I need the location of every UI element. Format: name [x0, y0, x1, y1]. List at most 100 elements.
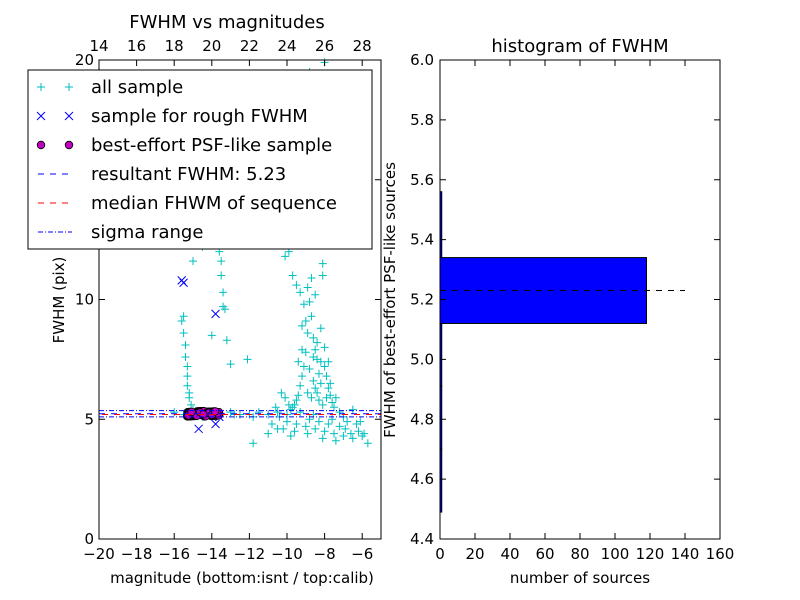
right-y-tick-label: 5.0 [410, 350, 434, 368]
right-x-tick-label: 20 [465, 545, 484, 563]
left-x-tick-label: −14 [196, 545, 228, 563]
all-sample-point [264, 429, 273, 438]
all-sample-point [286, 432, 295, 441]
left-y-tick-label: 20 [75, 51, 94, 69]
all-sample-point [217, 257, 226, 266]
legend-label: best-effort PSF-like sample [91, 135, 332, 156]
all-sample-point [305, 297, 314, 306]
all-sample-point [346, 429, 355, 438]
all-sample-point [314, 417, 323, 426]
psf-sample-point [210, 407, 220, 416]
right-x-tick-label: 100 [601, 545, 630, 563]
all-sample-point [284, 400, 293, 409]
all-sample-point [281, 252, 290, 261]
all-sample-point [348, 434, 357, 443]
right-x-tick-label: 0 [435, 545, 445, 563]
all-sample-point [219, 288, 228, 297]
right-y-tick-label: 5.4 [410, 231, 434, 249]
all-sample-point [301, 317, 310, 326]
all-sample-point [298, 372, 307, 381]
all-sample-point [314, 369, 323, 378]
all-sample-point [294, 357, 303, 366]
right-x-tick-label: 40 [500, 545, 519, 563]
left-y-tick-label: 0 [84, 530, 94, 548]
right-y-tick-label: 4.4 [410, 530, 434, 548]
all-sample-point [330, 403, 338, 412]
right-y-tick-label: 5.6 [410, 171, 434, 189]
all-sample-point [179, 329, 188, 338]
rough-sample-point [211, 419, 220, 429]
all-sample-point [222, 336, 231, 345]
left-top-tick-label: 16 [127, 37, 146, 55]
all-sample-point [292, 396, 301, 405]
all-sample-point [324, 357, 333, 366]
all-sample-point [331, 393, 340, 402]
all-sample-point [207, 331, 216, 340]
left-x-tick-label: −6 [351, 545, 373, 563]
all-sample-point [303, 283, 312, 292]
all-sample-point [307, 312, 316, 321]
right-y-tick-label: 6.0 [410, 51, 434, 69]
right-x-tick-label: 80 [570, 545, 589, 563]
all-sample-point [303, 429, 312, 438]
all-sample-point [320, 362, 329, 371]
all-sample-point [303, 329, 312, 338]
all-sample-point [298, 321, 307, 330]
all-sample-point [318, 434, 327, 443]
all-sample-point [296, 288, 305, 297]
all-sample-point [303, 388, 312, 397]
all-sample-point [311, 384, 320, 393]
left-y-axis-label: FWHM (pix) [50, 257, 68, 344]
legend-item: median FHWM of sequence [38, 193, 337, 214]
all-sample-point [354, 427, 363, 436]
right-y-tick-label: 4.8 [410, 410, 434, 428]
all-sample-point [328, 398, 337, 407]
all-sample-point [331, 436, 340, 445]
all-sample-point [348, 405, 357, 414]
all-sample-point [298, 345, 307, 354]
all-sample-point [326, 379, 335, 388]
all-sample-point [313, 388, 322, 397]
all-sample-point [316, 379, 325, 388]
all-sample-point [311, 290, 320, 299]
right-x-tick-label: 160 [706, 545, 735, 563]
all-sample-point [183, 362, 192, 371]
all-sample-point [267, 420, 276, 429]
fwhm-histogram-chart: histogram of FWHM 0 20 40 60 80 100 120 140 160 4… [381, 36, 734, 587]
left-x-tick-label: −16 [158, 545, 190, 563]
all-sample-point [356, 417, 365, 426]
all-sample-point [307, 273, 316, 282]
all-sample-point [273, 408, 282, 417]
left-top-tick-label: 18 [165, 37, 184, 55]
all-sample-point [320, 427, 329, 436]
all-sample-point [335, 422, 344, 431]
legend-marker [36, 111, 46, 121]
legend-label: all sample [91, 77, 183, 98]
all-sample-point [179, 312, 188, 321]
all-sample-point [296, 381, 305, 390]
all-sample-point [318, 271, 327, 280]
legend-marker [65, 83, 73, 91]
all-sample-point [185, 393, 194, 402]
all-sample-point [290, 427, 299, 436]
all-sample-point [335, 408, 344, 417]
all-sample-point [313, 338, 322, 347]
right-y-axis-label: FWHM of best-effort PSF-like sources [381, 162, 399, 438]
left-top-tick-label: 20 [202, 37, 221, 55]
right-x-axis-label: number of sources [510, 569, 650, 587]
left-x-tick-label: −12 [234, 545, 266, 563]
left-chart-axes: −20 −18 −16 −14 −12 −10 −8 −6 14 16 18 20 22 24 26 28 0 5… [75, 37, 381, 563]
all-sample-point [316, 324, 325, 333]
all-sample-point [249, 439, 258, 448]
all-sample-point [299, 300, 308, 309]
all-sample-point [311, 424, 320, 433]
histogram-bar [439, 257, 647, 324]
all-sample-point [343, 417, 352, 426]
rough-sample-point [179, 278, 188, 288]
all-sample-point [316, 357, 325, 366]
legend-item: all sample [37, 77, 183, 98]
all-sample-point [311, 345, 320, 354]
legend: all sample sample for rough FWHM best-effo… [27, 69, 373, 250]
all-sample-point [181, 341, 190, 350]
all-sample-point [299, 362, 308, 371]
